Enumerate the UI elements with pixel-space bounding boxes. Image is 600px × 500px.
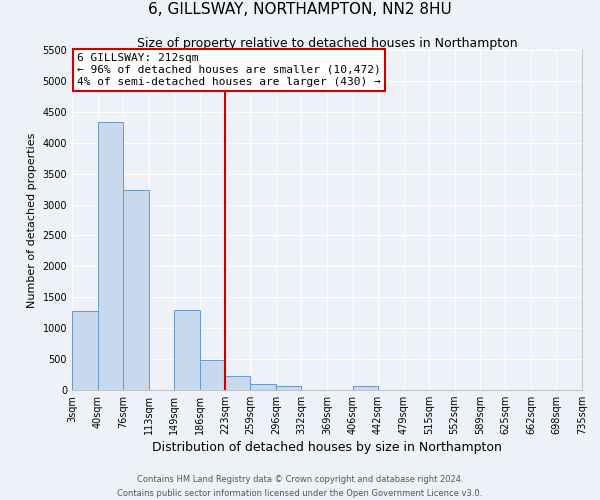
Text: Contains HM Land Registry data © Crown copyright and database right 2024.
Contai: Contains HM Land Registry data © Crown c… bbox=[118, 476, 482, 498]
Text: 6 GILLSWAY: 212sqm
← 96% of detached houses are smaller (10,472)
4% of semi-deta: 6 GILLSWAY: 212sqm ← 96% of detached hou… bbox=[77, 54, 381, 86]
Bar bbox=[225, 376, 250, 390]
Bar bbox=[353, 386, 378, 390]
Bar bbox=[199, 360, 225, 390]
Bar bbox=[276, 386, 301, 390]
Title: Size of property relative to detached houses in Northampton: Size of property relative to detached ho… bbox=[137, 37, 517, 50]
Bar bbox=[72, 312, 98, 390]
Bar bbox=[174, 310, 199, 390]
Bar bbox=[98, 122, 123, 390]
Y-axis label: Number of detached properties: Number of detached properties bbox=[27, 132, 37, 308]
Bar bbox=[250, 384, 276, 390]
Bar bbox=[123, 190, 149, 390]
Text: 6, GILLSWAY, NORTHAMPTON, NN2 8HU: 6, GILLSWAY, NORTHAMPTON, NN2 8HU bbox=[148, 2, 452, 18]
X-axis label: Distribution of detached houses by size in Northampton: Distribution of detached houses by size … bbox=[152, 442, 502, 454]
